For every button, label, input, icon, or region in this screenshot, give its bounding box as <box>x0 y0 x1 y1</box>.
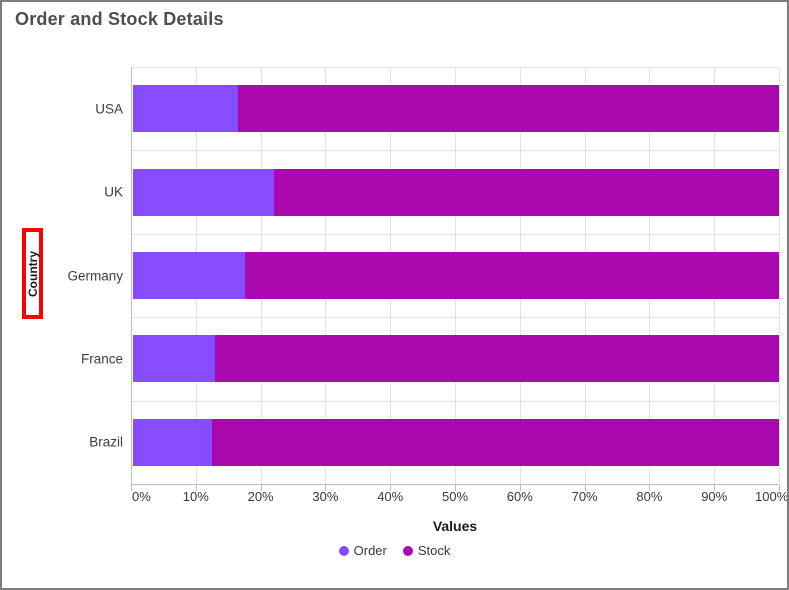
bar-segment-stock-germany[interactable] <box>245 252 779 299</box>
y-axis-label-usa: USA <box>95 101 123 117</box>
legend-label: Order <box>353 543 387 558</box>
bar-segment-order-uk[interactable] <box>133 168 274 216</box>
bar-segment-stock-uk[interactable] <box>273 168 779 216</box>
y-axis-labels: USA UK Germany France Brazil <box>2 67 123 484</box>
legend-label: Stock <box>417 543 451 558</box>
y-axis-label-france: France <box>80 351 123 367</box>
x-axis-tick <box>131 485 132 491</box>
x-axis-labels: 0% 10% 20% 30% 40% 50% 60% 70% 80% 90% 100% <box>131 489 789 505</box>
x-axis-label-40pct: 40% <box>377 489 404 504</box>
x-axis-tick <box>390 485 392 491</box>
horizontal-gridline <box>131 317 779 319</box>
x-axis-tick <box>325 485 327 491</box>
x-axis-label-60pct: 60% <box>506 489 533 504</box>
x-axis-label-80pct: 80% <box>636 489 663 504</box>
horizontal-gridline <box>131 67 779 68</box>
bar-segment-stock-brazil[interactable] <box>212 418 779 466</box>
bar-row-uk <box>133 168 779 216</box>
x-axis-label-50pct: 50% <box>442 489 469 504</box>
legend-item-stock[interactable]: Stock <box>402 543 451 558</box>
bar-segment-order-brazil[interactable] <box>133 418 213 466</box>
bar-row-brazil <box>133 418 779 466</box>
x-axis-tick <box>649 485 651 491</box>
chart-legend: Order Stock <box>2 543 787 558</box>
x-axis-tick <box>195 485 197 491</box>
bar-segment-stock-france[interactable] <box>215 335 779 383</box>
chart-title: Order and Stock Details <box>15 9 224 29</box>
plot-area <box>131 67 780 491</box>
bar-row-usa <box>133 85 779 133</box>
vertical-gridline <box>779 67 780 484</box>
horizontal-gridline <box>131 150 779 152</box>
x-axis-label-100pct: 100% <box>755 489 789 504</box>
x-axis-title: Values <box>432 518 478 534</box>
x-axis-label-10pct: 10% <box>182 489 209 504</box>
legend-item-order[interactable]: Order <box>338 543 387 558</box>
x-axis-label-30pct: 30% <box>312 489 339 504</box>
y-axis-label-germany: Germany <box>67 268 123 283</box>
bar-segment-stock-usa[interactable] <box>238 85 779 133</box>
x-axis-tick <box>714 485 716 491</box>
bar-segment-order-usa[interactable] <box>133 85 239 133</box>
bar-segment-order-germany[interactable] <box>133 252 246 299</box>
x-axis-tick <box>519 485 521 491</box>
x-axis-tick <box>260 485 262 491</box>
x-axis-tick <box>584 485 586 491</box>
legend-marker-icon <box>402 545 413 556</box>
y-axis-title-highlight-box: Country <box>22 228 43 319</box>
x-axis-label-20pct: 20% <box>247 489 274 504</box>
x-axis-tick <box>455 485 456 491</box>
x-axis-tick <box>779 485 780 491</box>
x-axis-line <box>131 484 779 485</box>
bar-row-germany <box>133 252 779 299</box>
bar-row-france <box>133 335 779 383</box>
bar-segment-order-france[interactable] <box>133 335 216 383</box>
y-axis-label-brazil: Brazil <box>89 434 123 450</box>
x-axis-label-90pct: 90% <box>701 489 728 504</box>
y-axis-label-uk: UK <box>104 184 123 200</box>
x-axis-label-0pct: 0% <box>132 489 151 504</box>
horizontal-gridline <box>131 400 779 402</box>
legend-marker-icon <box>338 545 349 556</box>
y-axis-line <box>131 67 132 484</box>
x-axis-label-70pct: 70% <box>571 489 598 504</box>
horizontal-gridline <box>131 233 779 235</box>
